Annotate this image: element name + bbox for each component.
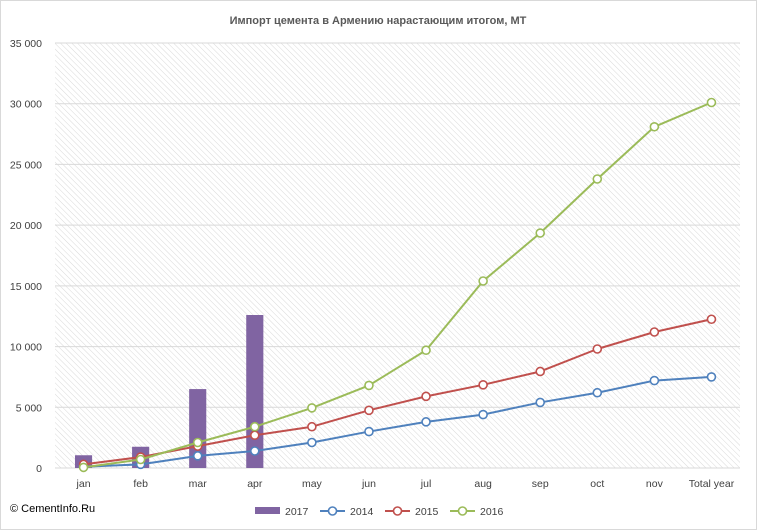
y-tick-label: 10 000 (10, 342, 42, 354)
y-tick-label: 5 000 (16, 402, 42, 414)
y-tick-label: 30 000 (10, 99, 42, 111)
x-tick-label: sep (532, 478, 549, 490)
legend-label-2016: 2016 (480, 506, 504, 518)
legend: 2017 2014 2015 2016 (255, 506, 504, 518)
point-2014-mar (192, 451, 203, 461)
credit-text: © CementInfo.Ru (10, 503, 95, 515)
line-2014 (83, 375, 712, 468)
point-2015-oct (592, 344, 603, 354)
legend-marker-2016 (457, 506, 468, 516)
point-2016-jun (364, 380, 374, 391)
point-2015-apr (249, 430, 260, 441)
x-tick-label: jun (361, 478, 376, 490)
y-tick-label: 15 000 (10, 281, 42, 293)
point-2016-mar (192, 437, 203, 448)
point-2016-Total year (706, 97, 717, 108)
point-2015-jun (364, 405, 374, 416)
bar-2017-apr (246, 315, 264, 468)
legend-marker-2015 (392, 506, 403, 516)
legend-swatch-2017 (255, 507, 280, 514)
x-tick-label: nov (646, 478, 664, 490)
point-2014-Total year (706, 372, 717, 382)
point-2015-may (307, 421, 317, 432)
line-2016 (83, 101, 712, 469)
point-2015-sep (535, 366, 546, 377)
x-tick-label: apr (247, 478, 263, 490)
gridlines (55, 42, 740, 469)
point-2016-nov (649, 121, 660, 132)
point-2014-oct (592, 387, 603, 398)
x-tick-label: mar (189, 478, 208, 490)
y-tick-label: 20 000 (10, 220, 42, 232)
x-tick-label: Total year (689, 478, 735, 490)
legend-label-2017: 2017 (285, 506, 309, 518)
y-tick-label: 0 (36, 463, 42, 475)
line-2015 (83, 318, 712, 466)
x-tick-label: jan (76, 478, 91, 490)
point-2015-nov (649, 327, 660, 337)
point-2014-jun (364, 426, 374, 437)
point-2016-aug (478, 276, 488, 286)
point-2014-may (307, 437, 317, 448)
point-2016-jul (421, 345, 431, 356)
point-2016-may (307, 403, 317, 413)
line-series (78, 97, 717, 473)
x-axis: jan feb mar apr may jun jul aug sep oct nov Total y… (76, 478, 735, 490)
legend-label-2014: 2014 (350, 506, 374, 518)
point-2016-apr (249, 421, 260, 432)
point-2015-Total year (706, 314, 717, 325)
y-axis: 0 5 000 10 000 15 000 20 000 25 000 30 000 35 0… (10, 38, 42, 475)
point-2016-jan (78, 462, 89, 473)
x-tick-label: may (302, 478, 323, 490)
y-tick-label: 25 000 (10, 159, 42, 171)
legend-label-2015: 2015 (415, 506, 439, 518)
point-2016-oct (592, 174, 603, 184)
plot-area (55, 43, 740, 468)
point-2014-jul (421, 417, 431, 427)
point-2016-sep (535, 228, 546, 238)
chart-title: Импорт цемента в Армению нарастающим ито… (230, 15, 527, 27)
point-2016-feb (135, 454, 146, 465)
point-2014-aug (478, 409, 488, 420)
point-2014-nov (649, 375, 660, 386)
x-tick-label: feb (133, 478, 148, 490)
point-2014-apr (249, 446, 260, 456)
x-tick-label: jul (420, 478, 432, 490)
x-tick-label: oct (590, 478, 604, 490)
y-tick-label: 35 000 (10, 38, 42, 50)
x-tick-label: aug (474, 478, 492, 490)
point-2015-aug (478, 380, 488, 390)
point-2014-sep (535, 397, 546, 408)
legend-marker-2014 (327, 506, 338, 516)
point-2015-jul (421, 391, 431, 402)
